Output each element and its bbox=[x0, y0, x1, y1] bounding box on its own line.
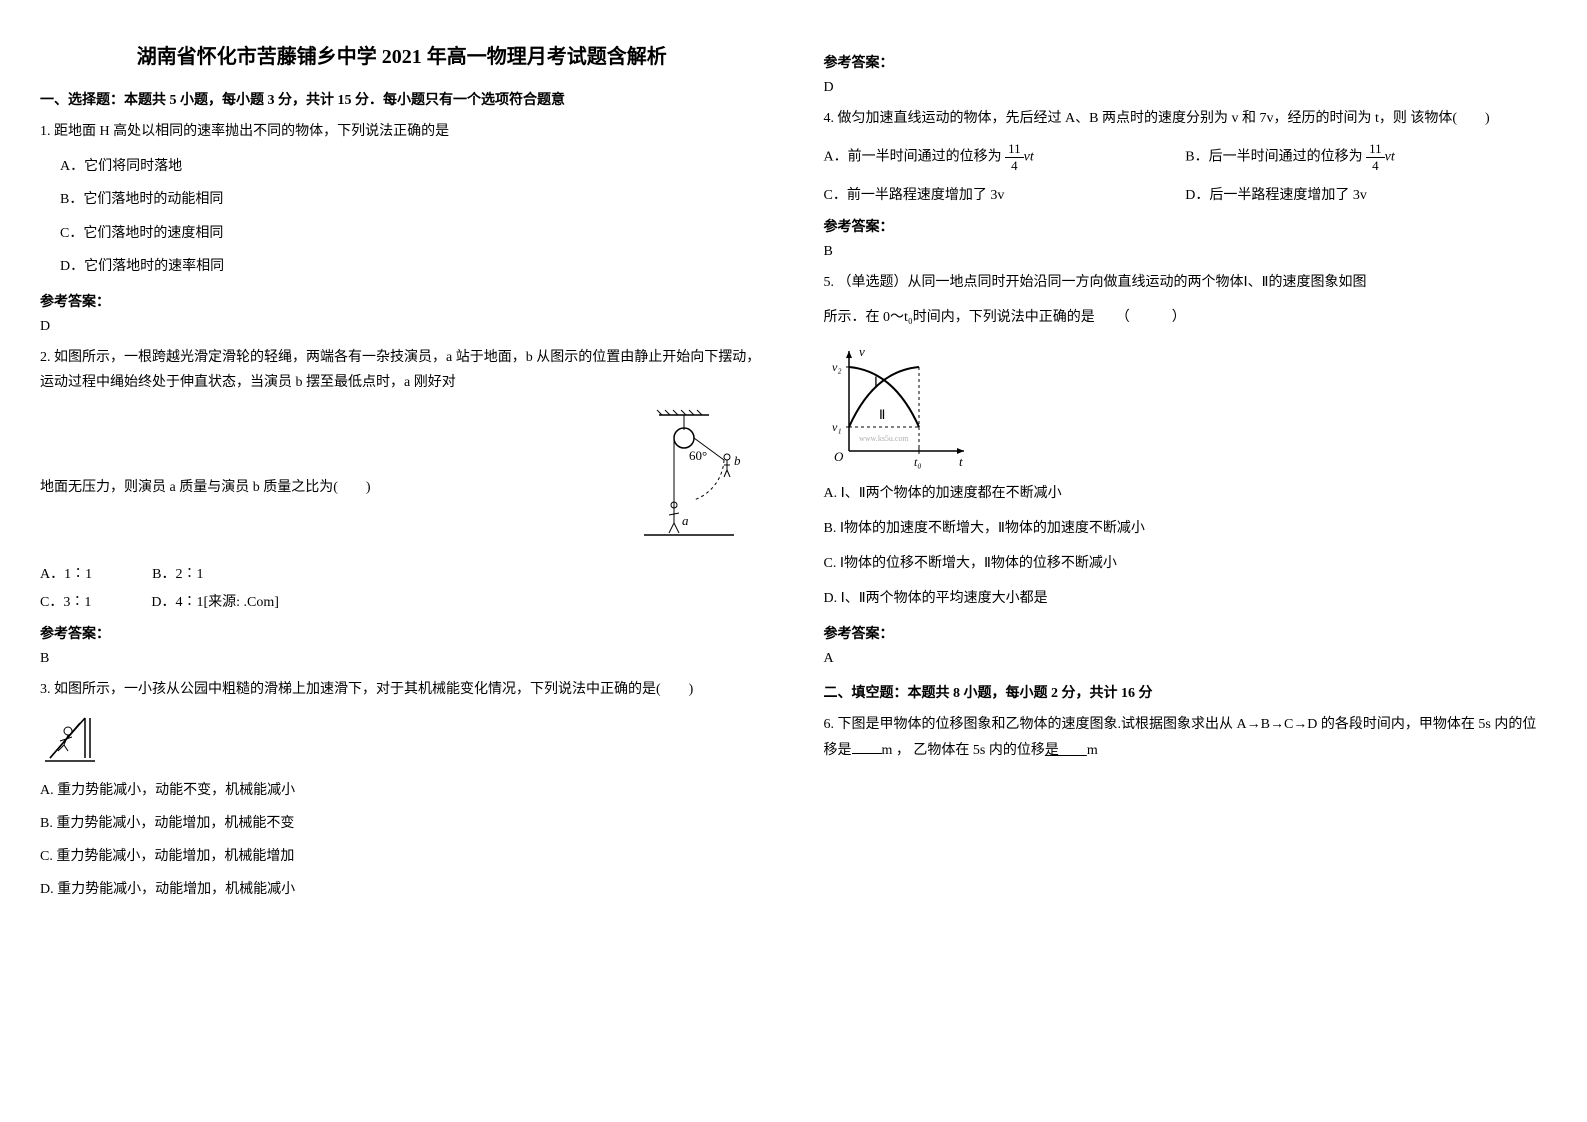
q1-option-a: A．它们将同时落地 bbox=[60, 154, 764, 179]
fraction-num: 11 bbox=[1005, 141, 1024, 158]
q3-option-a: A. 重力势能减小，动能不变，机械能减小 bbox=[40, 778, 764, 803]
q1-option-b: B．它们落地时的动能相同 bbox=[60, 187, 764, 212]
left-column: 湖南省怀化市苦藤铺乡中学 2021 年高一物理月考试题含解析 一、选择题：本题共… bbox=[40, 40, 764, 910]
q6-text: 6. 下图是甲物体的位移图象和乙物体的速度图象.试根据图象求出从 A→B→C→D… bbox=[824, 712, 1548, 762]
q2-options-row1: A．1∶1 B．2∶1 bbox=[40, 563, 764, 583]
q4-option-a: A．前一半时间通过的位移为 11 4 vt bbox=[824, 141, 1186, 174]
q5-answer: A bbox=[824, 651, 1548, 667]
right-column: 参考答案： D 4. 做匀加速直线运动的物体，先后经过 A、B 两点时的速度分别… bbox=[824, 40, 1548, 910]
q4-answer-label: 参考答案： bbox=[824, 216, 1548, 236]
q5-t0: t₀ bbox=[914, 455, 922, 469]
q4-option-d: D．后一半路程速度增加了 3v bbox=[1185, 184, 1547, 204]
q2-option-a: A．1∶1 bbox=[40, 563, 92, 583]
q4-options-row1: A．前一半时间通过的位移为 11 4 vt B．后一半时间通过的位移为 11 4… bbox=[824, 141, 1548, 174]
q6-text-p4: m bbox=[1087, 743, 1098, 758]
q5-figure: v t O v₂ v₁ t₀ Ⅰ Ⅱ www.ks5u.com bbox=[824, 341, 974, 471]
q4-optA-prefix: A．前一半时间通过的位移为 bbox=[824, 150, 1002, 165]
q3-option-b: B. 重力势能减小，动能增加，机械能不变 bbox=[40, 811, 764, 836]
q6-text-p3: 是 bbox=[1045, 743, 1087, 758]
q4-text: 4. 做匀加速直线运动的物体，先后经过 A、B 两点时的速度分别为 v 和 7v… bbox=[824, 106, 1548, 131]
q6-text-p2: m ， 乙物体在 5s 内的位移 bbox=[882, 743, 1045, 758]
document-title: 湖南省怀化市苦藤铺乡中学 2021 年高一物理月考试题含解析 bbox=[40, 40, 764, 69]
q2-answer: B bbox=[40, 651, 764, 667]
q2-figure: 60° b a bbox=[624, 405, 744, 545]
section1-header: 一、选择题：本题共 5 小题，每小题 3 分，共计 15 分．每小题只有一个选项… bbox=[40, 89, 764, 109]
q1-answer: D bbox=[40, 319, 764, 335]
q5-text2: 所示．在 0～t₀时间内，下列说法中正确的是 （ ） bbox=[824, 305, 1548, 330]
fraction-num-b: 11 bbox=[1366, 141, 1385, 158]
q5-option-d: D. Ⅰ、Ⅱ两个物体的平均速度大小都是 bbox=[824, 586, 1548, 611]
q4-option-b: B．后一半时间通过的位移为 11 4 vt bbox=[1185, 141, 1547, 174]
q3-option-c: C. 重力势能减小，动能增加，机械能增加 bbox=[40, 844, 764, 869]
q2-option-c: C．3∶1 bbox=[40, 591, 91, 611]
q2-answer-label: 参考答案： bbox=[40, 623, 764, 643]
fraction-suffix: vt bbox=[1024, 150, 1034, 165]
q2-angle-label: 60° bbox=[689, 448, 707, 463]
q5-v2: v₂ bbox=[832, 360, 842, 374]
q5-option-a: A. Ⅰ、Ⅱ两个物体的加速度都在不断减小 bbox=[824, 481, 1548, 506]
q4-optB-fraction: 11 4 bbox=[1366, 141, 1385, 174]
q2-option-d: D．4∶1[来源: .Com] bbox=[151, 591, 279, 611]
q6-blank1 bbox=[852, 753, 882, 754]
fraction-suffix-b: vt bbox=[1385, 150, 1395, 165]
q4-answer: B bbox=[824, 244, 1548, 260]
q2-container: 2. 如图所示，一根跨越光滑定滑轮的轻绳，两端各有一杂技演员，a 站于地面，b … bbox=[40, 345, 764, 555]
q4-options-row2: C．前一半路程速度增加了 3v D．后一半路程速度增加了 3v bbox=[824, 184, 1548, 204]
q3-text: 3. 如图所示，一小孩从公园中粗糙的滑梯上加速滑下，对于其机械能变化情况，下列说… bbox=[40, 677, 764, 702]
q3-figure bbox=[40, 713, 100, 768]
q1-option-c: C．它们落地时的速度相同 bbox=[60, 221, 764, 246]
q5-v1: v₁ bbox=[832, 420, 842, 434]
q5-curve-II: Ⅱ bbox=[879, 407, 885, 422]
q4-optA-fraction: 11 4 bbox=[1005, 141, 1024, 174]
q2-label-a: a bbox=[682, 513, 689, 528]
q5-x-label: t bbox=[959, 454, 963, 469]
q2-text: 2. 如图所示，一根跨越光滑定滑轮的轻绳，两端各有一杂技演员，a 站于地面，b … bbox=[40, 345, 764, 395]
q5-origin: O bbox=[834, 449, 844, 464]
fraction-den-b: 4 bbox=[1366, 158, 1385, 174]
q5-answer-label: 参考答案： bbox=[824, 623, 1548, 643]
q2-label-b: b bbox=[734, 453, 741, 468]
fraction-den: 4 bbox=[1005, 158, 1024, 174]
q1-option-d: D．它们落地时的速率相同 bbox=[60, 254, 764, 279]
q3-answer: D bbox=[824, 80, 1548, 96]
section2-header: 二、填空题：本题共 8 小题，每小题 2 分，共计 16 分 bbox=[824, 682, 1548, 702]
q5-watermark: www.ks5u.com bbox=[859, 434, 909, 443]
q4-option-c: C．前一半路程速度增加了 3v bbox=[824, 184, 1186, 204]
q5-text: 5. （单选题）从同一地点同时开始沿同一方向做直线运动的两个物体Ⅰ、Ⅱ的速度图象… bbox=[824, 270, 1548, 295]
q4-optB-prefix: B．后一半时间通过的位移为 bbox=[1185, 150, 1362, 165]
q3-option-d: D. 重力势能减小，动能增加，机械能减小 bbox=[40, 877, 764, 902]
q5-option-c: C. Ⅰ物体的位移不断增大，Ⅱ物体的位移不断减小 bbox=[824, 551, 1548, 576]
page-container: 湖南省怀化市苦藤铺乡中学 2021 年高一物理月考试题含解析 一、选择题：本题共… bbox=[40, 40, 1547, 910]
q3-answer-label: 参考答案： bbox=[824, 52, 1548, 72]
q1-text: 1. 距地面 H 高处以相同的速率抛出不同的物体，下列说法正确的是 bbox=[40, 119, 764, 144]
q5-option-b: B. Ⅰ物体的加速度不断增大，Ⅱ物体的加速度不断减小 bbox=[824, 516, 1548, 541]
q1-answer-label: 参考答案： bbox=[40, 291, 764, 311]
q2-options-row2: C．3∶1 D．4∶1[来源: .Com] bbox=[40, 591, 764, 611]
q2-option-b: B．2∶1 bbox=[152, 563, 203, 583]
q5-y-label: v bbox=[859, 344, 865, 359]
